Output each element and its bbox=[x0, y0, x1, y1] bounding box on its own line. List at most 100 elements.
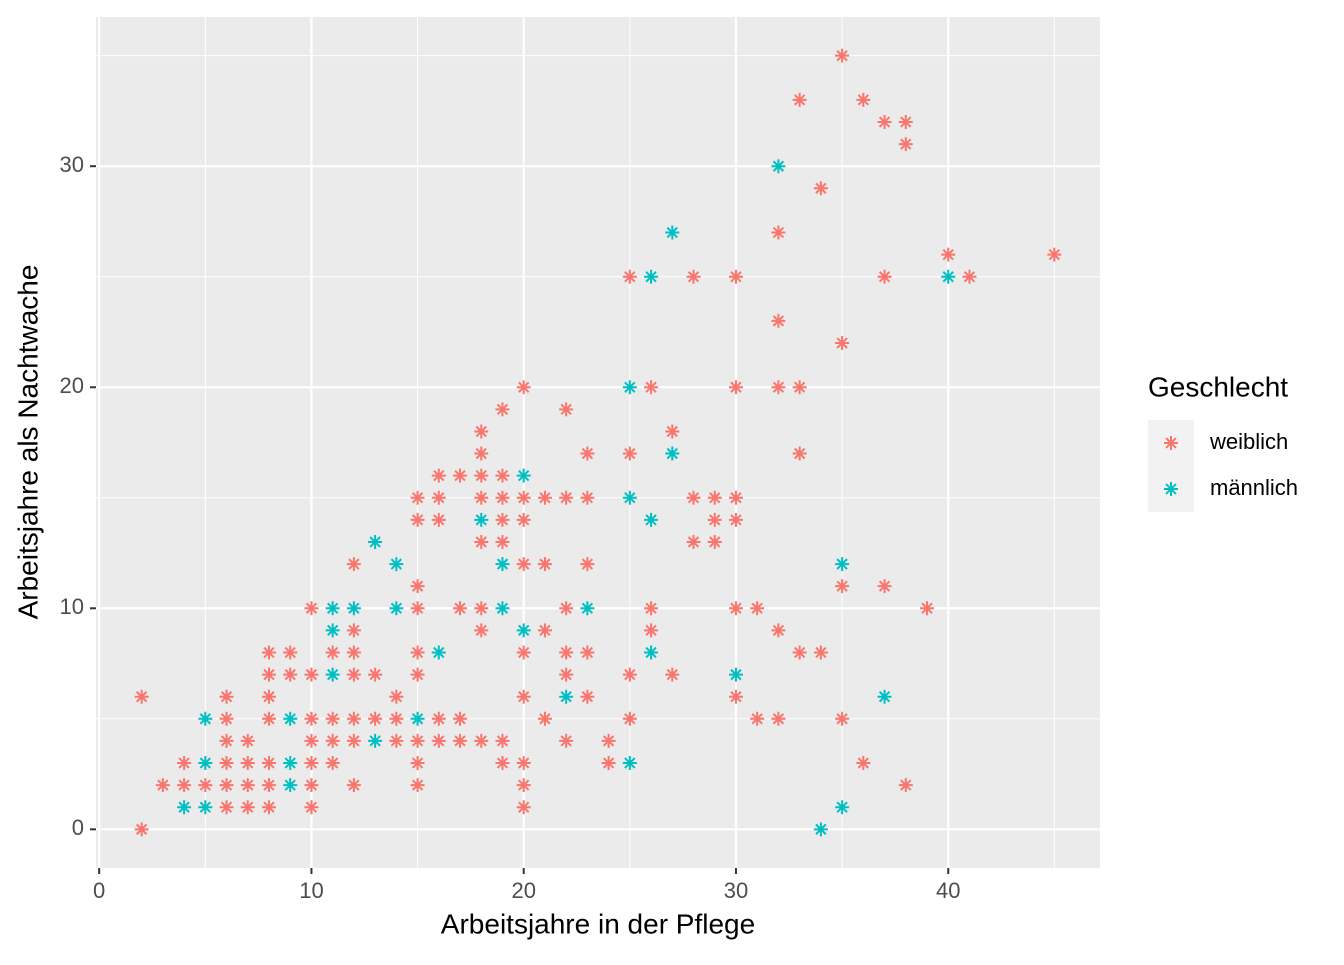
point bbox=[516, 756, 531, 771]
point bbox=[856, 756, 871, 771]
point bbox=[835, 711, 850, 726]
point bbox=[410, 579, 425, 594]
point bbox=[389, 711, 404, 726]
point bbox=[495, 490, 510, 505]
legend-marker bbox=[1164, 482, 1178, 496]
point bbox=[601, 756, 616, 771]
x-tick-label: 30 bbox=[724, 878, 748, 903]
point bbox=[559, 601, 574, 616]
point bbox=[495, 402, 510, 417]
point bbox=[474, 623, 489, 638]
point bbox=[516, 380, 531, 395]
point bbox=[1047, 247, 1062, 262]
point bbox=[474, 601, 489, 616]
point bbox=[601, 733, 616, 748]
point bbox=[835, 48, 850, 63]
point bbox=[495, 512, 510, 527]
point bbox=[304, 756, 319, 771]
point bbox=[410, 645, 425, 660]
point bbox=[835, 800, 850, 815]
point bbox=[537, 623, 552, 638]
point bbox=[261, 667, 276, 682]
point bbox=[516, 778, 531, 793]
point bbox=[219, 711, 234, 726]
point bbox=[877, 689, 892, 704]
point bbox=[134, 822, 149, 837]
point bbox=[516, 490, 531, 505]
point bbox=[728, 689, 743, 704]
point bbox=[474, 446, 489, 461]
point bbox=[622, 490, 637, 505]
point bbox=[813, 645, 828, 660]
point bbox=[516, 512, 531, 527]
point bbox=[389, 689, 404, 704]
point bbox=[346, 711, 361, 726]
point bbox=[516, 557, 531, 572]
point bbox=[198, 711, 213, 726]
point bbox=[580, 645, 595, 660]
point bbox=[410, 601, 425, 616]
point bbox=[177, 778, 192, 793]
point bbox=[877, 269, 892, 284]
point bbox=[559, 689, 574, 704]
point bbox=[622, 756, 637, 771]
point bbox=[474, 512, 489, 527]
x-tick-label: 20 bbox=[511, 878, 535, 903]
y-tick-label: 10 bbox=[60, 594, 84, 619]
point bbox=[474, 424, 489, 439]
legend-title: Geschlecht bbox=[1148, 371, 1288, 402]
point bbox=[261, 689, 276, 704]
point bbox=[325, 756, 340, 771]
point bbox=[177, 800, 192, 815]
point bbox=[453, 733, 468, 748]
point bbox=[516, 623, 531, 638]
point bbox=[346, 733, 361, 748]
point bbox=[346, 557, 361, 572]
point bbox=[537, 490, 552, 505]
point bbox=[261, 778, 276, 793]
x-axis-title: Arbeitsjahre in der Pflege bbox=[441, 908, 755, 939]
point bbox=[941, 247, 956, 262]
legend-label: männlich bbox=[1210, 475, 1298, 500]
point bbox=[304, 733, 319, 748]
point bbox=[559, 733, 574, 748]
point bbox=[283, 667, 298, 682]
point bbox=[431, 645, 446, 660]
point bbox=[431, 733, 446, 748]
point bbox=[516, 689, 531, 704]
point bbox=[813, 822, 828, 837]
x-tick-label: 10 bbox=[299, 878, 323, 903]
point bbox=[771, 159, 786, 174]
point bbox=[686, 534, 701, 549]
point bbox=[559, 490, 574, 505]
point bbox=[134, 689, 149, 704]
point bbox=[261, 756, 276, 771]
point bbox=[835, 579, 850, 594]
point bbox=[495, 733, 510, 748]
point bbox=[431, 512, 446, 527]
point bbox=[728, 490, 743, 505]
y-tick-label: 30 bbox=[60, 152, 84, 177]
point bbox=[304, 667, 319, 682]
point bbox=[516, 645, 531, 660]
point bbox=[304, 800, 319, 815]
point bbox=[431, 490, 446, 505]
point bbox=[665, 424, 680, 439]
point bbox=[495, 468, 510, 483]
point bbox=[580, 446, 595, 461]
point bbox=[283, 645, 298, 660]
point bbox=[261, 800, 276, 815]
point bbox=[644, 623, 659, 638]
point bbox=[240, 800, 255, 815]
point bbox=[474, 733, 489, 748]
point bbox=[580, 557, 595, 572]
point bbox=[771, 623, 786, 638]
point bbox=[410, 778, 425, 793]
point bbox=[240, 778, 255, 793]
point bbox=[856, 92, 871, 107]
point bbox=[304, 711, 319, 726]
point bbox=[728, 512, 743, 527]
point bbox=[644, 645, 659, 660]
point bbox=[835, 557, 850, 572]
